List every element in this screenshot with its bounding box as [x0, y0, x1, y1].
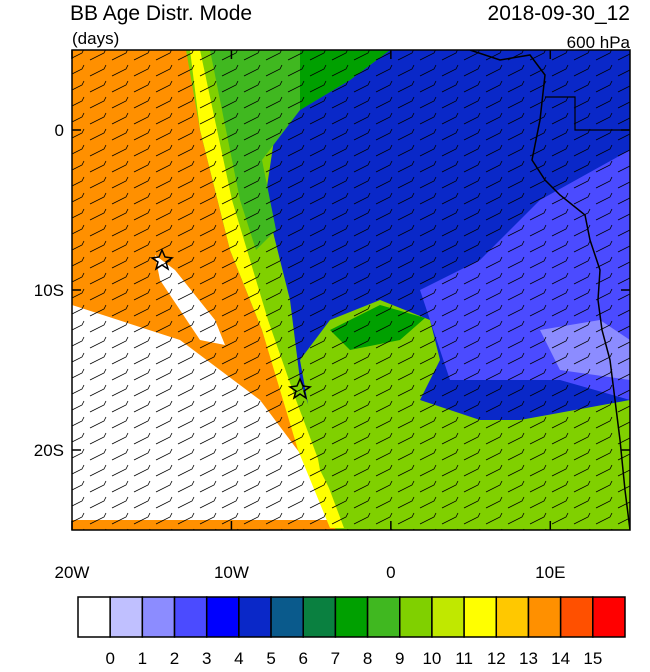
- colorbar-box: [334, 596, 369, 638]
- subtitle: (days): [72, 29, 119, 48]
- colorbar-box: [270, 596, 304, 638]
- colorbar-label: 11: [455, 649, 473, 667]
- colorbar-box: [141, 596, 176, 638]
- colorbar-label: 9: [395, 649, 404, 667]
- colorbar-label: 10: [422, 649, 441, 667]
- colorbar-label: 5: [266, 649, 275, 667]
- x-tick-label: 10W: [214, 563, 249, 582]
- coastline: [469, 50, 630, 530]
- colorbar-box: [399, 596, 433, 638]
- colorbar-box: [238, 596, 272, 638]
- x-tick-label: 0: [386, 563, 395, 582]
- colorbar-box: [109, 596, 144, 638]
- colorbar-label: 4: [234, 649, 243, 667]
- border: [545, 96, 630, 131]
- colorbar-box: [366, 596, 401, 638]
- star-marker: [287, 377, 313, 400]
- colorbar-box: [495, 596, 530, 638]
- colorbar-box: [173, 596, 208, 638]
- colorbar-label: 7: [331, 649, 340, 667]
- colorbar-label: 0: [105, 649, 114, 667]
- colorbar-box: [302, 596, 337, 638]
- wind-barbs: [72, 50, 630, 530]
- y-tick-label: 0: [55, 121, 64, 140]
- colorbar-label: 14: [551, 649, 570, 667]
- colorbar-label: 15: [583, 649, 602, 667]
- colorbar-label: 12: [487, 649, 506, 667]
- colorbar-box: [77, 596, 111, 638]
- y-tick-label: 10S: [34, 281, 64, 300]
- colorbar-label: 13: [519, 649, 538, 667]
- colorbar-box: [431, 596, 465, 638]
- level: 600 hPa: [567, 33, 631, 52]
- colorbar-label: 1: [138, 649, 147, 667]
- colorbar-label: 3: [202, 649, 211, 667]
- map-field: [72, 50, 630, 530]
- colorbar-box: [205, 596, 240, 638]
- colorbar-box: [559, 596, 594, 638]
- date: 2018-09-30_12: [488, 2, 630, 25]
- colorbar-box: [463, 596, 498, 638]
- x-tick-label: 20W: [55, 563, 90, 582]
- colorbar-label: 8: [363, 649, 372, 667]
- colorbar-label: 2: [170, 649, 179, 667]
- colorbar-label: 6: [299, 649, 308, 667]
- title: BB Age Distr. Mode: [70, 2, 252, 25]
- colorbar-box: [527, 596, 562, 638]
- x-tick-label: 10E: [535, 563, 565, 582]
- star-marker: [149, 248, 175, 271]
- colorbar-box: [592, 596, 626, 638]
- y-tick-label: 20S: [34, 441, 64, 460]
